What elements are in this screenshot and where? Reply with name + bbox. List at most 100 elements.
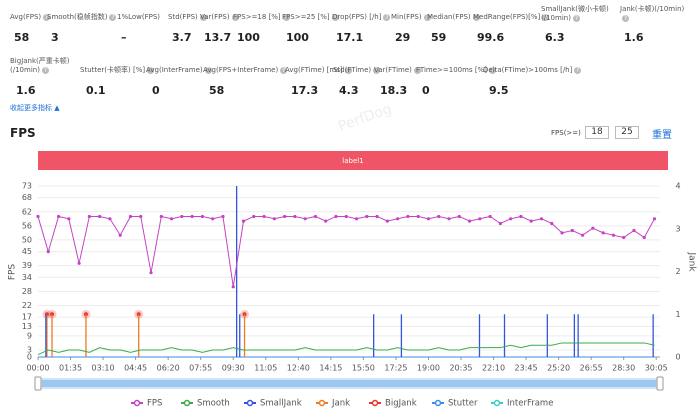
legend-label[interactable]: FPS [147, 399, 162, 409]
metric-value: 29 [395, 31, 411, 44]
info-icon[interactable]: ? [147, 66, 155, 74]
point [303, 217, 307, 221]
scrollbar-thumb[interactable] [42, 380, 656, 387]
info-icon[interactable]: ? [622, 14, 629, 22]
point [642, 235, 646, 240]
info-icon[interactable]: ? [282, 13, 290, 21]
metric-value: – [121, 31, 127, 44]
filter-low[interactable]: 18 [585, 126, 609, 139]
scroll-handle[interactable] [656, 376, 664, 391]
label-bar-text: label1 [342, 157, 363, 165]
point [652, 217, 657, 221]
point [241, 219, 246, 223]
metric-value: 18.3 [380, 84, 408, 97]
metric-label: Avg(FTime) [ms]? [285, 66, 352, 74]
info-icon[interactable]: ? [231, 13, 239, 21]
metric-label: Median(FPS)? [427, 13, 480, 21]
info-icon[interactable]: ? [280, 66, 288, 74]
metric-label: Jank(卡顿)(/10min)? [620, 5, 685, 22]
y2-tick-label: 3 [675, 224, 680, 233]
metric-value: 99.6 [477, 31, 505, 44]
info-icon[interactable]: ? [41, 66, 49, 74]
info-icon[interactable]: ? [472, 13, 480, 21]
y-tick-label: 0 [27, 353, 32, 362]
legend-label[interactable]: BigJank [385, 399, 417, 409]
metric-label: Std(FTime)? [333, 66, 381, 74]
point [416, 214, 420, 219]
info-icon[interactable]: ? [373, 66, 381, 74]
point [529, 219, 533, 223]
legend-dot [493, 399, 501, 407]
label-bar [38, 151, 668, 170]
legend-label[interactable]: Jank [331, 399, 350, 409]
x-tick-label: 12:40 [287, 364, 310, 373]
legend-label[interactable]: SmallJank [260, 399, 302, 409]
metric-label: Avg(FPS+InterFrame)? [203, 66, 288, 74]
point [169, 217, 174, 221]
info-icon[interactable]: ? [542, 13, 550, 21]
metric-value: 9.5 [489, 84, 509, 97]
point [334, 214, 338, 219]
info-icon[interactable]: ? [43, 13, 51, 21]
x-tick-label: 07:55 [189, 364, 212, 373]
info-icon[interactable]: ? [572, 14, 580, 22]
info-icon[interactable]: ? [199, 13, 207, 21]
info-icon[interactable]: ? [383, 13, 391, 21]
info-icon[interactable]: ? [109, 13, 117, 21]
point [539, 217, 544, 221]
point [478, 217, 482, 221]
point [77, 261, 81, 265]
point [591, 226, 595, 230]
info-icon[interactable]: ? [574, 66, 582, 74]
info-icon[interactable]: ? [344, 66, 352, 74]
scroll-handle[interactable] [34, 376, 42, 391]
point [211, 217, 215, 221]
info-icon[interactable]: ? [413, 66, 421, 74]
legend-label[interactable]: Stutter [448, 399, 478, 409]
y-tick-label: 68 [22, 193, 32, 202]
y-tick-label: 50 [22, 235, 32, 244]
metric-value: 13.7 [204, 31, 232, 44]
info-icon[interactable]: ? [204, 66, 212, 74]
point [396, 217, 400, 221]
point [221, 214, 225, 219]
metric-value: 0 [422, 84, 430, 97]
point [375, 214, 379, 219]
point [180, 214, 184, 219]
metric-value: 58 [14, 31, 30, 44]
metric-label: 1%Low(FPS) [117, 13, 161, 21]
y-tick-label: 62 [22, 207, 32, 216]
point [118, 233, 122, 237]
point [580, 233, 585, 237]
x-tick-label: 19:00 [417, 364, 440, 373]
point [128, 214, 133, 219]
reset-link[interactable]: 重置 [652, 130, 672, 141]
metric-label: Var(FPS)? [200, 13, 239, 21]
legend-dot [183, 399, 191, 407]
collapse-link[interactable]: 收起更多指标 ▲ [10, 104, 60, 112]
info-icon[interactable]: ? [423, 13, 431, 21]
legend-dot [318, 399, 326, 407]
y2-tick-label: 2 [675, 267, 680, 276]
metric-value: 6.3 [545, 31, 565, 44]
legend-dot [371, 399, 379, 407]
info-icon[interactable]: ? [488, 66, 496, 74]
y-tick-label: 56 [22, 221, 32, 230]
y-tick-label: 13 [22, 322, 32, 331]
info-icon[interactable]: ? [331, 13, 339, 21]
point [67, 217, 71, 221]
legend-label[interactable]: Smooth [197, 399, 230, 409]
metric-value: 4.3 [339, 84, 359, 97]
metric-label: Delta(FTime)>100ms [/h]? [483, 66, 582, 74]
legend-label[interactable]: InterFrame [507, 399, 553, 409]
y2-tick-label: 1 [675, 310, 680, 319]
metric-value: 3.7 [172, 31, 192, 44]
legend-dot [246, 399, 254, 407]
point [159, 214, 163, 219]
x-tick-label: 22:10 [482, 364, 505, 373]
x-tick-label: 04:45 [124, 364, 147, 373]
point [509, 217, 513, 221]
point [293, 214, 297, 219]
metric-label: Avg(InterFrame)? [146, 66, 212, 74]
filter-high[interactable]: 25 [615, 126, 639, 139]
